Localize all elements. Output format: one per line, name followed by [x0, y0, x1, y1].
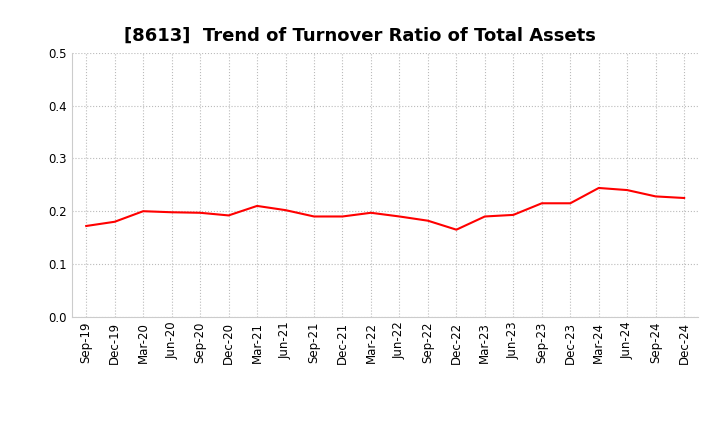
Text: [8613]  Trend of Turnover Ratio of Total Assets: [8613] Trend of Turnover Ratio of Total …	[124, 26, 596, 44]
